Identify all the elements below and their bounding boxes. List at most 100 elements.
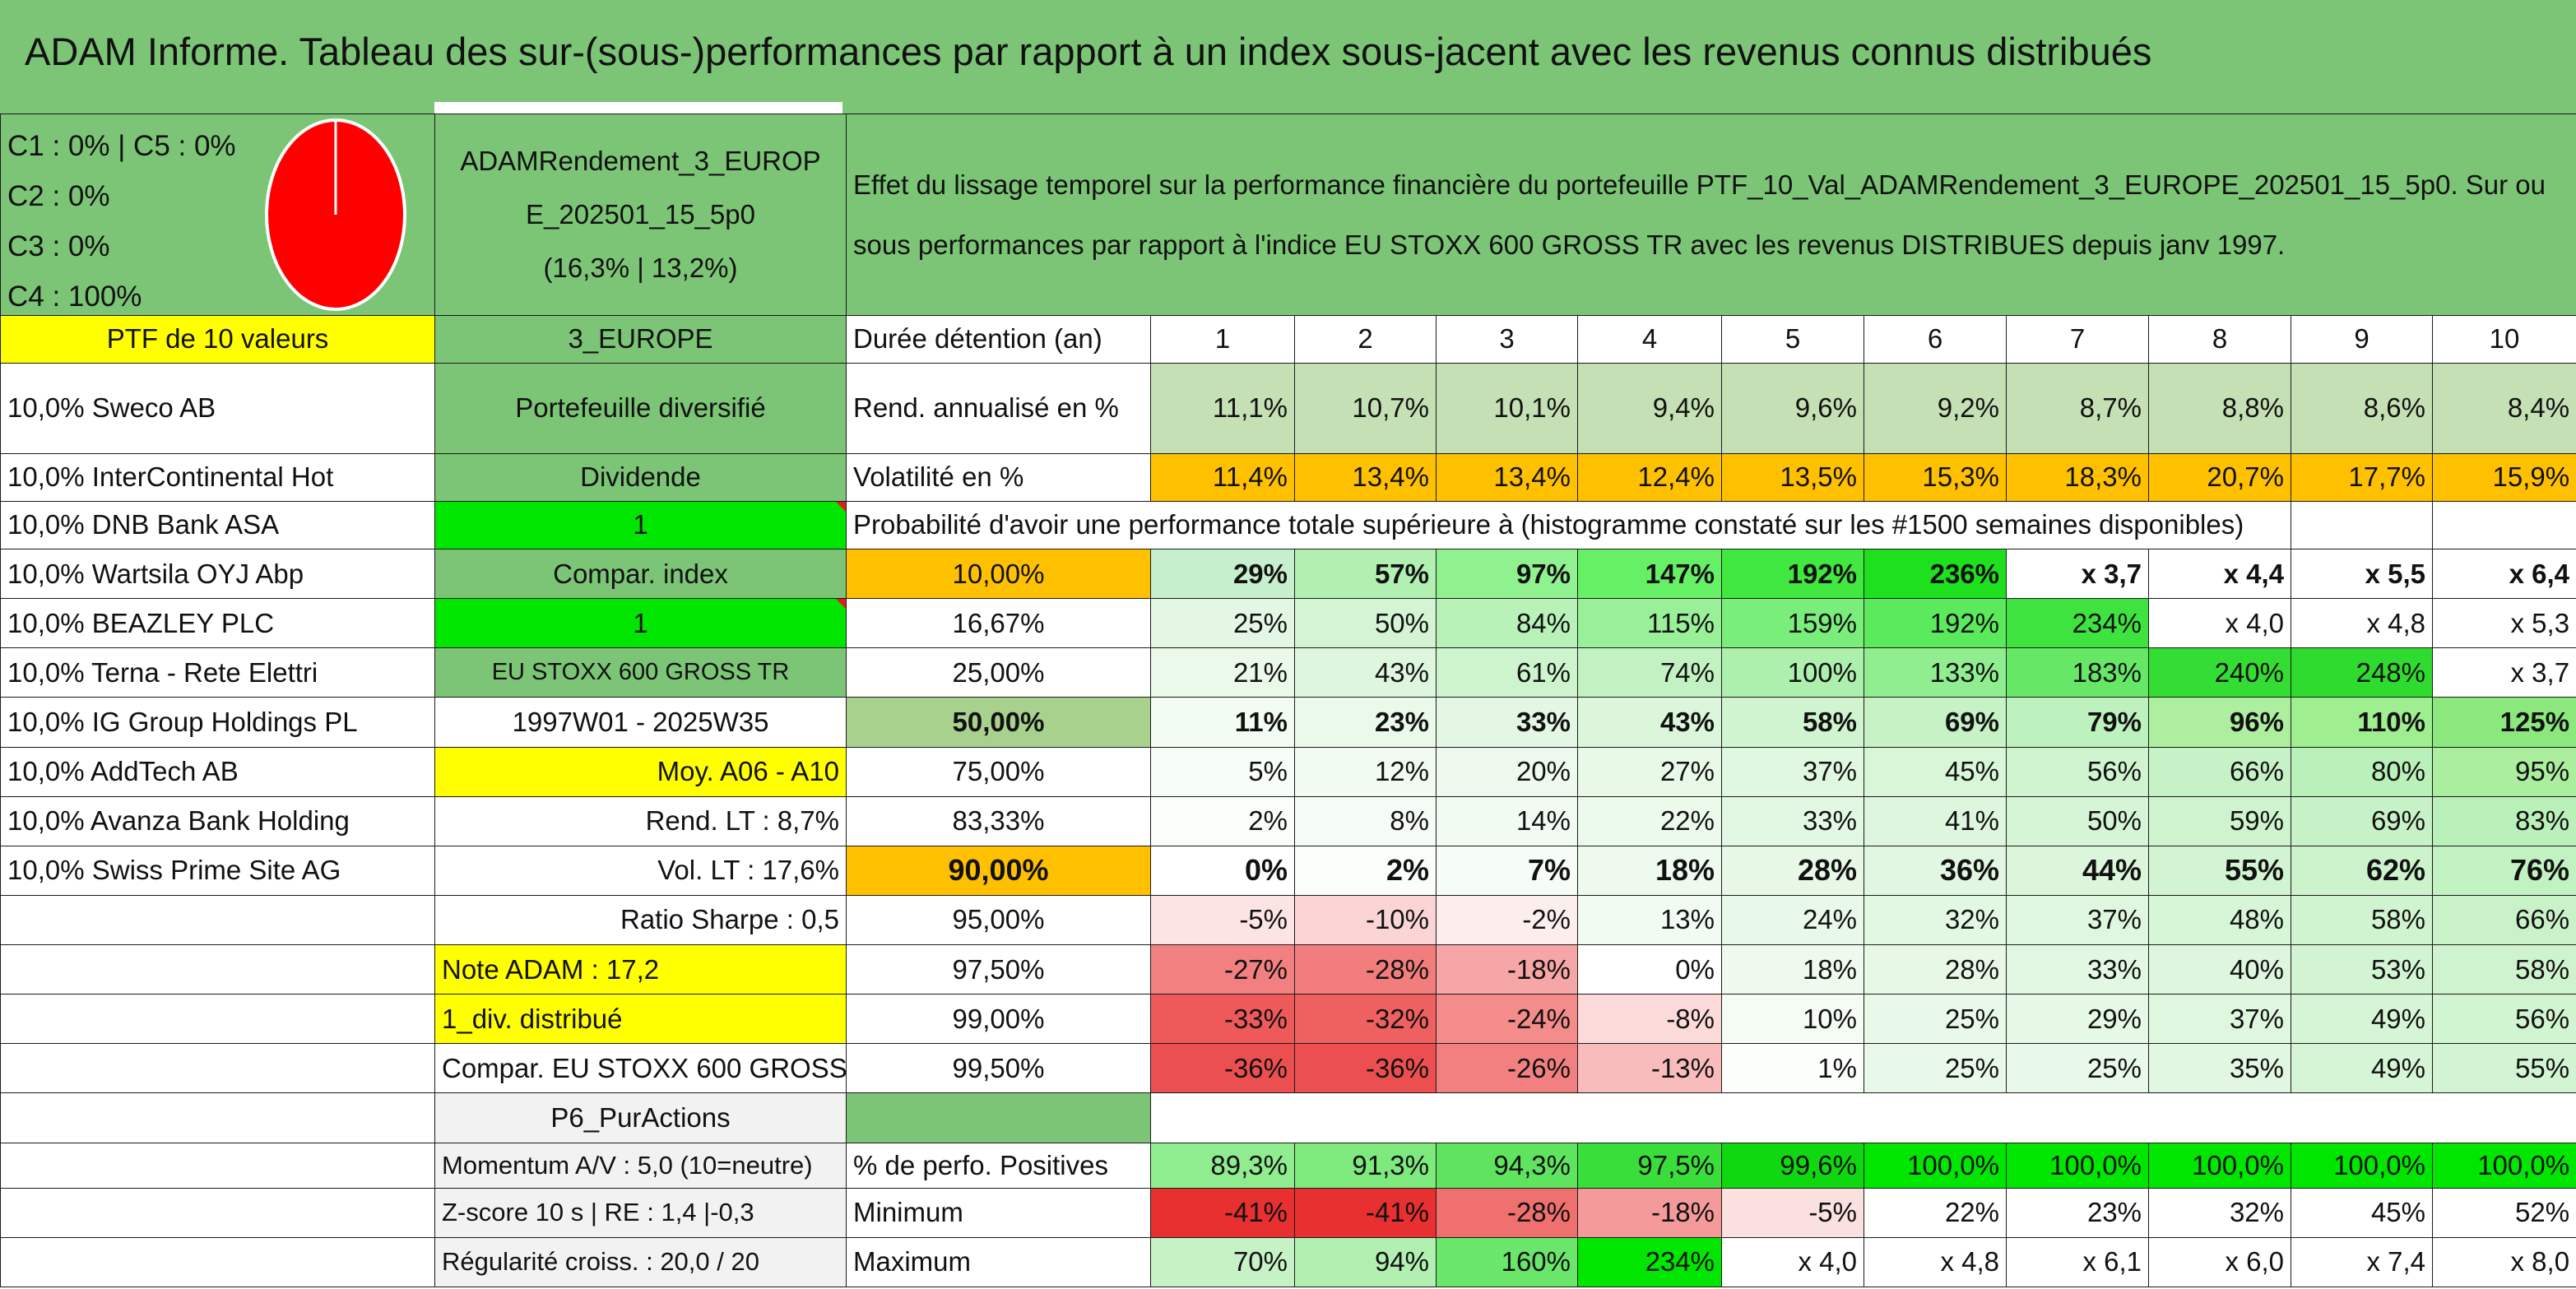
- prob-value: 18%: [1721, 944, 1864, 995]
- maximum-value: x 4,8: [1864, 1236, 2007, 1288]
- prob-value: x 6,4: [2431, 549, 2576, 600]
- prob-value: 240%: [2148, 647, 2291, 698]
- prob-value: 236%: [1864, 549, 2007, 600]
- rend-value: 8,7%: [2006, 362, 2149, 454]
- holding-row: 10,0% BEAZLEY PLC: [0, 598, 435, 649]
- rend-value: 9,6%: [1721, 362, 1864, 454]
- performance-table: C1 : 0% | C5 : 0% C2 : 0% C3 : 0% C4 : 1…: [0, 114, 2576, 1288]
- prob-value: 50%: [1294, 598, 1437, 649]
- prob-value: 183%: [2006, 647, 2149, 698]
- info-cell: 1997W01 - 2025W35: [434, 697, 847, 748]
- prob-value: 5%: [1150, 746, 1295, 797]
- year-header: 8: [2148, 314, 2291, 364]
- holding-row: 10,0% IG Group Holdings PL: [0, 697, 435, 748]
- prob-value: 95%: [2431, 746, 2576, 797]
- prob-value: 58%: [2291, 894, 2433, 946]
- minimum-value: -5%: [1721, 1187, 1864, 1238]
- year-header: 3: [1436, 314, 1578, 364]
- rend-value: 8,8%: [2148, 362, 2291, 454]
- prob-value: 66%: [2431, 894, 2576, 946]
- threshold-label: 75,00%: [846, 746, 1151, 797]
- prob-value: -18%: [1436, 944, 1578, 995]
- positive-value: 94,3%: [1436, 1142, 1578, 1189]
- duration-label: Durée détention (an): [846, 314, 1151, 364]
- prob-value: 192%: [1721, 549, 1864, 600]
- prob-value: 0%: [1577, 944, 1722, 995]
- year-header: 2: [1294, 314, 1437, 364]
- holding-row: 10,0% Swiss Prime Site AG: [0, 845, 435, 896]
- prob-value: 1%: [1721, 1043, 1864, 1094]
- year-header: 5: [1721, 314, 1864, 364]
- prob-value: 28%: [1721, 845, 1864, 896]
- positive-label: % de perfo. Positives: [846, 1142, 1151, 1189]
- prob-value: 66%: [2148, 746, 2291, 797]
- maximum-value: 234%: [1577, 1236, 1722, 1288]
- prob-value: 22%: [1577, 795, 1722, 846]
- threshold-label: 16,67%: [846, 598, 1151, 649]
- empty-cell: [0, 1187, 435, 1238]
- vol-value: 17,7%: [2291, 452, 2433, 502]
- prob-value: 11%: [1150, 697, 1295, 748]
- prob-value: 14%: [1436, 795, 1578, 846]
- prob-value: 97%: [1436, 549, 1578, 600]
- holding-row: 10,0% Sweco AB: [0, 362, 435, 454]
- prob-value: x 4,0: [2148, 598, 2291, 649]
- fund-name-line: E_202501_15_5p0: [526, 199, 755, 230]
- year-header: 6: [1864, 314, 2007, 364]
- positive-value: 91,3%: [1294, 1142, 1437, 1189]
- prob-value: x 4,8: [2291, 598, 2433, 649]
- prob-value: 49%: [2291, 994, 2433, 1045]
- rend-value: 8,4%: [2431, 362, 2576, 454]
- prob-value: x 3,7: [2431, 647, 2576, 698]
- vol-value: 18,3%: [2006, 452, 2149, 502]
- positive-value: 89,3%: [1150, 1142, 1295, 1189]
- prob-value: 159%: [1721, 598, 1864, 649]
- info-cell: P6_PurActions: [434, 1092, 847, 1143]
- prob-value: 62%: [2291, 845, 2433, 896]
- prob-value: 147%: [1577, 549, 1722, 600]
- comment-marker: [836, 599, 846, 610]
- info-cell: Vol. LT : 17,6%: [434, 845, 847, 896]
- prob-value: 45%: [1864, 746, 2007, 797]
- vol-value: 13,5%: [1721, 452, 1864, 502]
- description-cell: Effet du lissage temporel sur la perform…: [845, 114, 2576, 316]
- minimum-value: 22%: [1864, 1187, 2007, 1238]
- separator-strip: [0, 102, 2576, 114]
- fund-name-line: (16,3% | 13,2%): [543, 253, 738, 284]
- prob-value: -13%: [1577, 1043, 1722, 1094]
- positive-value: 100,0%: [2148, 1142, 2291, 1189]
- vol-value: 13,4%: [1436, 452, 1578, 502]
- prob-value: 41%: [1864, 795, 2007, 846]
- prob-value: 23%: [1294, 697, 1437, 748]
- info-value: 1: [633, 607, 648, 638]
- prob-value: 53%: [2291, 944, 2433, 995]
- maximum-value: 160%: [1436, 1236, 1578, 1288]
- rend-value: 11,1%: [1150, 362, 1295, 454]
- prob-value: 13%: [1577, 894, 1722, 946]
- minimum-value: -41%: [1294, 1187, 1437, 1238]
- empty-cell: [846, 1092, 1151, 1143]
- threshold-label: 99,00%: [846, 994, 1151, 1045]
- prob-value: 56%: [2006, 746, 2149, 797]
- prob-value: 7%: [1436, 845, 1578, 896]
- threshold-label: 10,00%: [846, 549, 1151, 600]
- prob-value: 48%: [2148, 894, 2291, 946]
- prob-value: 234%: [2006, 598, 2149, 649]
- info-cell: 1_div. distribué: [434, 994, 847, 1045]
- prob-value: 33%: [1721, 795, 1864, 846]
- maximum-value: x 6,0: [2148, 1236, 2291, 1288]
- prob-value: 12%: [1294, 746, 1437, 797]
- prob-value: x 3,7: [2006, 549, 2149, 600]
- year-header: 4: [1577, 314, 1722, 364]
- prob-value: x 5,5: [2291, 549, 2433, 600]
- year-header: 7: [2006, 314, 2149, 364]
- positive-value: 97,5%: [1577, 1142, 1722, 1189]
- prob-value: 59%: [2148, 795, 2291, 846]
- empty-cell: [1149, 1092, 2576, 1143]
- prob-value: 49%: [2291, 1043, 2433, 1094]
- maximum-value: 70%: [1150, 1236, 1295, 1288]
- rend-value: 9,2%: [1864, 362, 2007, 454]
- empty-cell: [0, 944, 435, 995]
- rend-value: 8,6%: [2291, 362, 2433, 454]
